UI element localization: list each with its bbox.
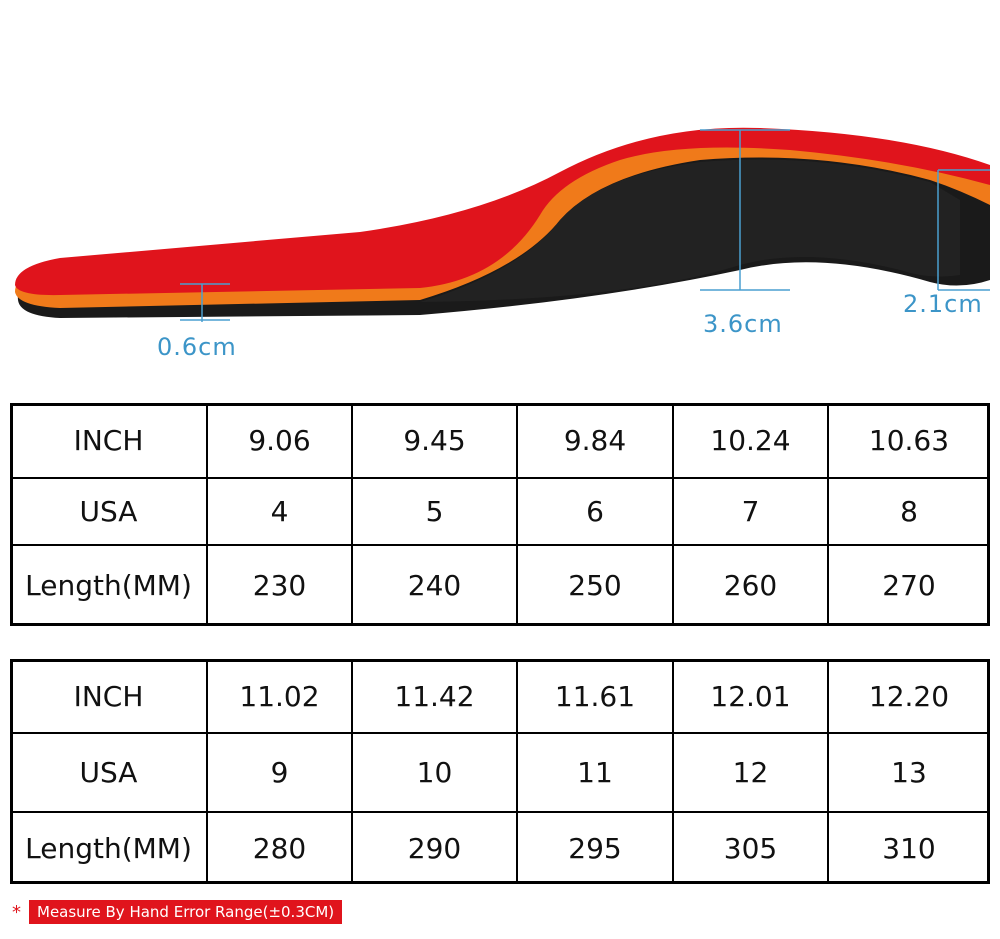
table-cell: 10.24 (673, 403, 828, 478)
table-cell: 11.42 (352, 659, 517, 733)
row-header: USA (10, 733, 207, 812)
table-cell: 10 (352, 733, 517, 812)
table-cell: 9 (207, 733, 352, 812)
table-cell: 230 (207, 545, 352, 626)
table-cell: 280 (207, 812, 352, 884)
table-cell: 12.01 (673, 659, 828, 733)
table-cell: 8 (828, 478, 990, 545)
table-cell: 11.02 (207, 659, 352, 733)
row-header: USA (10, 478, 207, 545)
table-cell: 10.63 (828, 403, 990, 478)
table-cell: 270 (828, 545, 990, 626)
table-cell: 12 (673, 733, 828, 812)
row-header: Length(MM) (10, 545, 207, 626)
table-cell: 13 (828, 733, 990, 812)
footnote-text: Measure By Hand Error Range(±0.3CM) (29, 900, 343, 924)
row-header: Length(MM) (10, 812, 207, 884)
table-cell: 240 (352, 545, 517, 626)
table-cell: 11 (517, 733, 673, 812)
table-cell: 295 (517, 812, 673, 884)
measure-lines (180, 129, 990, 322)
table-cell: 6 (517, 478, 673, 545)
insole-top (15, 127, 990, 296)
insole-inner (420, 159, 960, 302)
footnote-marker: * (12, 901, 21, 923)
table-cell: 7 (673, 478, 828, 545)
size-table (10, 403, 990, 626)
table-cell: 11.61 (517, 659, 673, 733)
table-cell: 12.20 (828, 659, 990, 733)
table-cell: 290 (352, 812, 517, 884)
footnote: * Measure By Hand Error Range(±0.3CM) (12, 900, 343, 924)
table-cell: 260 (673, 545, 828, 626)
measure-label: 2.1cm (903, 290, 983, 318)
table-cell: 9.06 (207, 403, 352, 478)
size-table (10, 659, 990, 884)
measure-label: 0.6cm (157, 333, 237, 361)
table-cell: 305 (673, 812, 828, 884)
table-cell: 310 (828, 812, 990, 884)
table-cell: 9.84 (517, 403, 673, 478)
row-header: INCH (10, 659, 207, 733)
measure-label: 3.6cm (703, 310, 783, 338)
table-cell: 4 (207, 478, 352, 545)
table-cell: 9.45 (352, 403, 517, 478)
table-cell: 250 (517, 545, 673, 626)
table-cell: 5 (352, 478, 517, 545)
insole-illustration (15, 127, 990, 322)
row-header: INCH (10, 403, 207, 478)
